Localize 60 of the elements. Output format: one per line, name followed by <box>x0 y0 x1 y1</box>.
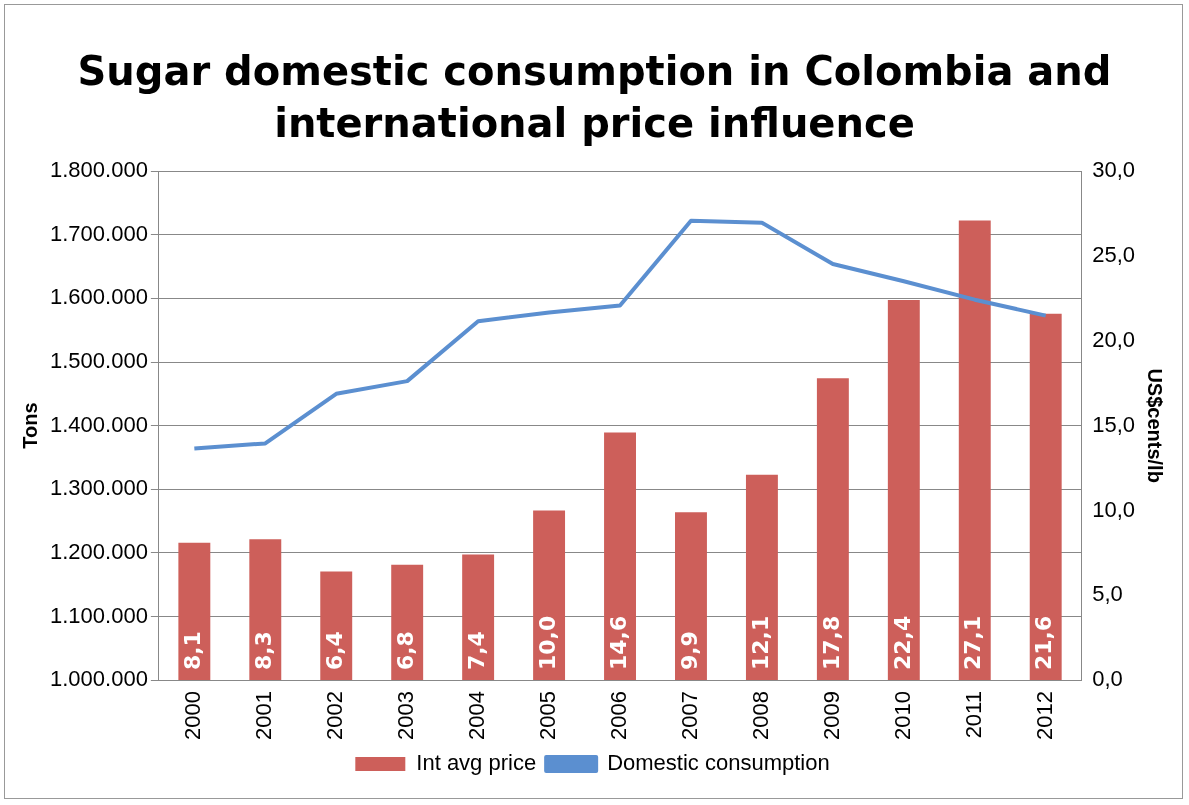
y-tick-label: 1.000.000 <box>50 666 148 692</box>
y2-tick-label: 30,0 <box>1092 157 1136 183</box>
x-tick-label: 2003 <box>393 691 419 741</box>
x-tick-label: 2010 <box>889 691 915 741</box>
y-tick-label: 1.500.000 <box>50 348 148 374</box>
y2-tick-label: 20,0 <box>1092 326 1136 352</box>
data-label: 22,4 <box>889 615 915 671</box>
x-tick-label: 2009 <box>818 691 844 741</box>
y-tick-label: 1.800.000 <box>50 157 148 183</box>
y2-tick-label: 15,0 <box>1092 411 1136 437</box>
data-label: 10,0 <box>534 615 560 671</box>
data-label: 14,6 <box>605 615 631 671</box>
y-tick-label: 1.600.000 <box>50 284 148 310</box>
x-tick-label: 2011 <box>960 691 986 739</box>
bar <box>533 510 566 681</box>
bar <box>887 300 920 681</box>
bar <box>1029 313 1062 681</box>
data-label: 17,8 <box>818 615 844 671</box>
x-tick-label: 2006 <box>606 691 632 741</box>
y2-tick-label: 10,0 <box>1092 496 1136 522</box>
data-label: 6,4 <box>321 631 347 671</box>
bar <box>320 571 353 681</box>
bar <box>958 220 991 681</box>
bar <box>675 512 707 681</box>
chart-title: Sugar domestic consumption in Colombia and international price influence <box>76 47 1113 148</box>
x-tick-label: 2002 <box>322 691 348 741</box>
x-tick-label: 2004 <box>464 691 490 741</box>
data-label: 21,6 <box>1031 615 1057 671</box>
y-tick-label: 1.400.000 <box>50 411 148 437</box>
legend-label: Domestic consumption <box>607 750 830 776</box>
y2-axis-title: US$cents/lb <box>1144 368 1167 483</box>
data-label: 9,9 <box>676 631 702 671</box>
data-label: 12,1 <box>747 615 773 671</box>
x-tick-label: 2005 <box>535 691 561 741</box>
x-tick-label: 2012 <box>1031 691 1057 741</box>
y-axis-title: Tons <box>18 402 41 449</box>
data-label: 8,3 <box>251 631 277 671</box>
data-label: 27,1 <box>960 615 986 671</box>
x-tick-label: 2008 <box>747 691 773 741</box>
data-label: 8,1 <box>180 631 206 671</box>
bar <box>604 432 636 681</box>
y2-tick-label: 5,0 <box>1092 581 1123 607</box>
bar <box>391 564 424 681</box>
y2-tick-label: 0,0 <box>1092 666 1123 692</box>
y2-tick-label: 25,0 <box>1092 242 1136 268</box>
bar <box>745 474 778 681</box>
data-label: 7,4 <box>463 631 489 671</box>
y-tick-label: 1.300.000 <box>50 475 148 501</box>
x-tick-label: 2007 <box>677 691 703 741</box>
y-tick-label: 1.700.000 <box>50 220 148 246</box>
x-tick-label: 2001 <box>251 691 277 741</box>
legend-label: Int avg price <box>416 750 537 776</box>
data-label: 6,8 <box>392 631 418 671</box>
bar <box>816 378 849 681</box>
x-tick-label: 2000 <box>180 691 206 741</box>
bar <box>178 542 211 681</box>
bar <box>249 539 282 681</box>
bar <box>462 554 495 681</box>
y-tick-label: 1.100.000 <box>50 602 148 628</box>
y-tick-label: 1.200.000 <box>50 538 148 564</box>
